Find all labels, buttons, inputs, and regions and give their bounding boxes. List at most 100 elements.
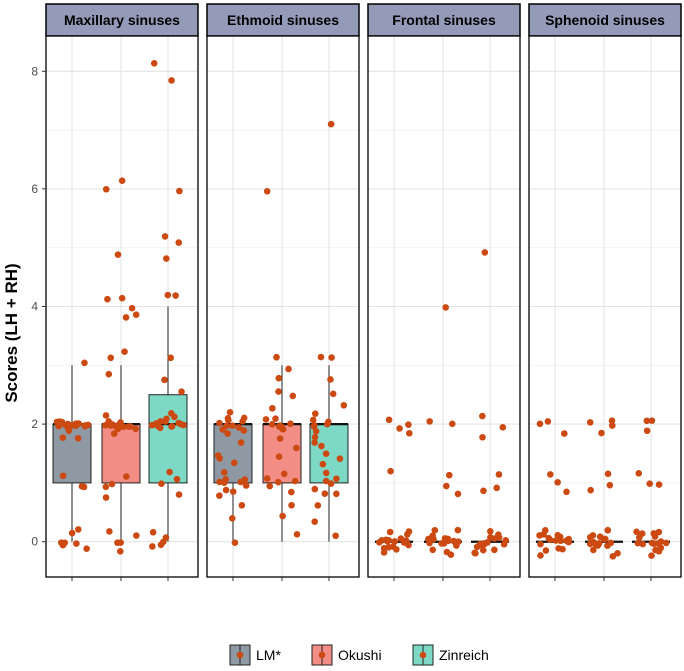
data-point	[426, 418, 433, 425]
data-point	[288, 488, 295, 496]
data-point	[655, 481, 663, 488]
data-point	[606, 481, 614, 489]
data-point	[222, 486, 230, 494]
data-point	[311, 439, 318, 446]
data-point	[557, 537, 564, 545]
data-point	[495, 471, 503, 478]
panel-border	[206, 35, 360, 578]
data-point	[275, 374, 283, 382]
data-point	[311, 518, 319, 526]
panel-3: Frontal sinuses	[367, 3, 521, 581]
data-point	[332, 532, 339, 540]
data-point	[542, 547, 550, 554]
data-point	[149, 528, 157, 536]
data-point	[175, 491, 183, 498]
legend-label: Zinreich	[439, 647, 489, 663]
data-point	[444, 535, 452, 543]
data-point	[275, 453, 283, 461]
data-point	[311, 485, 319, 493]
data-point	[479, 433, 486, 441]
data-point	[150, 60, 158, 67]
data-point	[662, 539, 670, 547]
data-point	[235, 424, 243, 431]
data-point	[132, 311, 140, 319]
data-point	[175, 239, 183, 246]
panel-title: Maxillary sinuses	[64, 12, 180, 28]
data-point	[74, 435, 82, 442]
y-tick-label: 6	[31, 182, 38, 196]
data-point	[405, 421, 412, 428]
data-point	[333, 475, 340, 483]
data-point	[336, 455, 344, 462]
box-zinreich	[632, 417, 670, 559]
data-point	[59, 541, 67, 549]
data-point	[226, 409, 234, 416]
data-point	[72, 420, 80, 427]
data-point	[454, 490, 462, 498]
data-point	[162, 418, 169, 425]
data-point	[604, 470, 612, 478]
data-point	[328, 354, 335, 361]
data-point	[387, 467, 394, 475]
data-point	[239, 417, 246, 425]
data-point	[636, 534, 643, 541]
data-point	[552, 537, 560, 544]
y-tick-label: 4	[31, 300, 38, 314]
data-point	[168, 77, 175, 84]
data-point	[173, 475, 181, 483]
data-point	[266, 482, 274, 490]
data-point	[80, 483, 88, 491]
data-point	[340, 402, 348, 409]
data-point	[479, 412, 486, 420]
panel-4: Sphenoid sinuses	[528, 3, 682, 581]
legend-key-point	[236, 651, 244, 659]
data-point	[216, 492, 223, 499]
data-point	[263, 187, 271, 195]
panel-title: Sphenoid sinuses	[545, 12, 665, 28]
box-zinreich	[471, 249, 510, 557]
y-axis-label: Scores (LH + RH)	[2, 263, 21, 402]
data-point	[536, 420, 544, 428]
box-body	[52, 423, 92, 484]
data-point	[279, 512, 286, 520]
data-point	[81, 422, 89, 429]
data-point	[81, 359, 88, 367]
data-point	[117, 539, 124, 546]
data-point	[651, 533, 659, 540]
data-point	[447, 551, 455, 559]
data-point	[132, 425, 139, 433]
data-point	[242, 482, 250, 489]
data-point	[158, 480, 165, 487]
data-point	[220, 469, 228, 476]
data-point	[481, 249, 489, 256]
data-point	[560, 430, 568, 437]
data-point	[385, 416, 393, 424]
data-point	[161, 233, 169, 240]
legend-label: Okushi	[338, 647, 382, 663]
data-point	[537, 552, 544, 559]
data-point	[172, 292, 179, 299]
data-point	[240, 427, 248, 434]
data-point	[380, 549, 388, 556]
data-point	[376, 539, 383, 546]
data-point	[500, 540, 508, 548]
panel-strip	[367, 3, 521, 37]
data-point	[157, 541, 165, 549]
data-point	[472, 549, 479, 557]
panel-border	[367, 35, 521, 578]
box-zinreich	[148, 60, 188, 550]
data-point	[65, 427, 73, 434]
legend-key-point	[318, 651, 326, 659]
data-point	[102, 185, 110, 193]
box-lm	[213, 409, 253, 546]
data-point	[643, 417, 651, 425]
data-point	[499, 424, 507, 431]
box-okushi	[424, 304, 462, 559]
panel-title: Frontal sinuses	[392, 12, 496, 28]
y-tick-label: 2	[31, 417, 38, 431]
panel-strip	[206, 3, 360, 37]
data-point	[107, 354, 115, 362]
data-point	[317, 353, 325, 361]
data-point	[491, 546, 498, 554]
